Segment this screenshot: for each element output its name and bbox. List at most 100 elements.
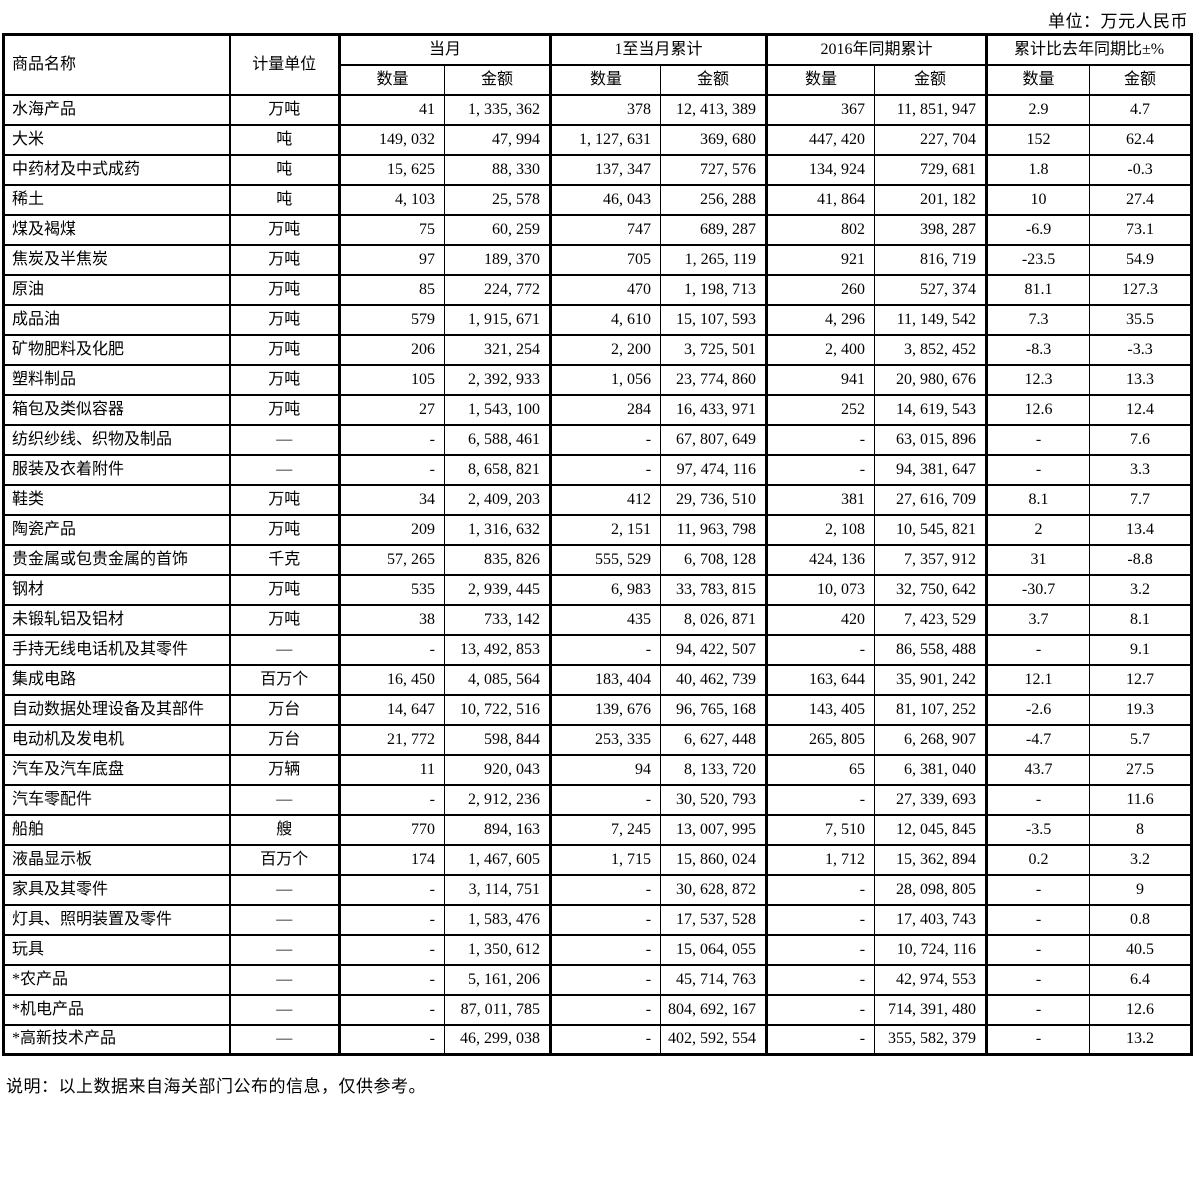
cell-cum-qty: 1, 715	[549, 843, 661, 875]
cell-month-qty: -	[338, 933, 445, 965]
table-header: 商品名称 计量单位 当月 1至当月累计 2016年同期累计 累计比去年同期比±%…	[2, 33, 1192, 95]
header-prev-amt: 金额	[874, 63, 987, 95]
table-row: 钢材 万吨 535 2, 939, 445 6, 983 33, 783, 815 10, …	[2, 573, 1192, 605]
cell-pct-amount: 62.4	[1089, 123, 1192, 155]
cell-product-name: 汽车及汽车底盘	[2, 753, 230, 785]
cell-prev-amount: 527, 374	[874, 273, 987, 305]
cell-unit: —	[228, 423, 340, 455]
cell-prev-amount: 11, 149, 542	[874, 303, 987, 335]
cell-month-amount: 2, 409, 203	[443, 483, 551, 515]
cell-unit: 万吨	[228, 333, 340, 365]
cell-pct-qty: -	[985, 423, 1090, 455]
cell-product-name: 手持无线电话机及其零件	[2, 633, 230, 665]
table-row: *高新技术产品 — -46, 299, 038-402, 592, 554-355,…	[2, 1023, 1192, 1055]
cell-pct-amount: 27.5	[1089, 753, 1192, 785]
cell-pct-amount: -8.8	[1089, 543, 1192, 575]
cell-product-name: *农产品	[2, 963, 230, 995]
cell-unit: 万吨	[228, 93, 340, 125]
cell-cum-qty: -	[549, 993, 661, 1025]
cell-cum-qty: 1, 127, 631	[549, 123, 661, 155]
header-cum-qty: 数量	[549, 63, 661, 95]
cell-prev-qty: 7, 510	[765, 813, 875, 845]
cell-month-qty: 27	[338, 393, 445, 425]
cell-unit: —	[228, 783, 340, 815]
cell-month-qty: 38	[338, 603, 445, 635]
header-group-cumulative: 1至当月累计	[549, 33, 767, 65]
cell-month-amount: 46, 299, 038	[443, 1023, 551, 1055]
cell-cum-amount: 67, 807, 649	[660, 423, 767, 455]
header-prev-qty: 数量	[765, 63, 875, 95]
cell-product-name: 未锻轧铝及铝材	[2, 603, 230, 635]
cell-product-name: 纺织纱线、织物及制品	[2, 423, 230, 455]
cell-cum-qty: -	[549, 903, 661, 935]
cell-pct-amount: -3.3	[1089, 333, 1192, 365]
cell-cum-amount: 1, 198, 713	[660, 273, 767, 305]
cell-cum-amount: 23, 774, 860	[660, 363, 767, 395]
cell-cum-qty: -	[549, 1023, 661, 1055]
cell-product-name: 中药材及中式成药	[2, 153, 230, 185]
cell-cum-amount: 1, 265, 119	[660, 243, 767, 275]
cell-pct-amount: 40.5	[1089, 933, 1192, 965]
cell-month-qty: 105	[338, 363, 445, 395]
cell-prev-qty: 802	[765, 213, 875, 245]
cell-cum-qty: 412	[549, 483, 661, 515]
cell-prev-amount: 3, 852, 452	[874, 333, 987, 365]
table-row: *农产品 — -5, 161, 206-45, 714, 763-42, 974, …	[2, 963, 1192, 995]
cell-month-amount: 1, 350, 612	[443, 933, 551, 965]
header-group-row: 商品名称 计量单位 当月 1至当月累计 2016年同期累计 累计比去年同期比±%	[2, 33, 1192, 95]
cell-prev-amount: 20, 980, 676	[874, 363, 987, 395]
cell-month-qty: 75	[338, 213, 445, 245]
cell-product-name: 集成电路	[2, 663, 230, 695]
cell-pct-amount: -0.3	[1089, 153, 1192, 185]
cell-month-qty: -	[338, 633, 445, 665]
header-measure-unit: 计量单位	[228, 33, 340, 95]
table-row: *机电产品 — -87, 011, 785-804, 692, 167-714, 3…	[2, 993, 1192, 1025]
cell-cum-qty: 378	[549, 93, 661, 125]
cell-prev-qty: -	[765, 993, 875, 1025]
cell-pct-qty: -	[985, 963, 1090, 995]
cell-month-qty: -	[338, 873, 445, 905]
cell-prev-qty: -	[765, 903, 875, 935]
cell-product-name: 玩具	[2, 933, 230, 965]
cell-pct-qty: 1.8	[985, 153, 1090, 185]
cell-cum-qty: -	[549, 633, 661, 665]
cell-prev-qty: 447, 420	[765, 123, 875, 155]
cell-pct-qty: -	[985, 993, 1090, 1025]
cell-pct-amount: 8.1	[1089, 603, 1192, 635]
cell-product-name: 钢材	[2, 573, 230, 605]
table-row: 自动数据处理设备及其部件 万台 14, 647 10, 722, 516 139, 67…	[2, 693, 1192, 725]
header-group-current-month: 当月	[337, 33, 551, 65]
cell-unit: 万吨	[228, 273, 340, 305]
cell-month-amount: 25, 578	[443, 183, 551, 215]
cell-month-amount: 2, 392, 933	[443, 363, 551, 395]
cell-month-amount: 88, 330	[443, 153, 551, 185]
cell-product-name: 矿物肥料及化肥	[2, 333, 230, 365]
cell-cum-amount: 6, 627, 448	[660, 723, 767, 755]
cell-prev-qty: 941	[765, 363, 875, 395]
cell-prev-amount: 714, 391, 480	[874, 993, 987, 1025]
table-row: 纺织纱线、织物及制品 — -6, 588, 461-67, 807, 649-63,…	[2, 423, 1192, 455]
cell-prev-qty: -	[765, 1023, 875, 1055]
currency-unit-note: 单位：万元人民币	[1048, 12, 1188, 31]
cell-prev-amount: 12, 045, 845	[874, 813, 987, 845]
cell-product-name: 陶瓷产品	[2, 513, 230, 545]
cell-product-name: 汽车零配件	[2, 783, 230, 815]
cell-cum-amount: 96, 765, 168	[660, 693, 767, 725]
cell-cum-amount: 727, 576	[660, 153, 767, 185]
cell-product-name: 箱包及类似容器	[2, 393, 230, 425]
cell-prev-qty: 420	[765, 603, 875, 635]
cell-prev-amount: 398, 287	[874, 213, 987, 245]
cell-cum-amount: 30, 628, 872	[660, 873, 767, 905]
cell-cum-qty: 46, 043	[549, 183, 661, 215]
cell-unit: 艘	[228, 813, 340, 845]
table-row: 原油 万吨 85 224, 772 470 1, 198, 713 260 527, 374 8…	[2, 273, 1192, 305]
cell-prev-amount: 11, 851, 947	[874, 93, 987, 125]
cell-prev-qty: -	[765, 783, 875, 815]
cell-month-qty: 209	[338, 513, 445, 545]
table-row: 汽车零配件 — -2, 912, 236-30, 520, 793-27, 339,…	[2, 783, 1192, 815]
cell-cum-amount: 29, 736, 510	[660, 483, 767, 515]
cell-prev-amount: 28, 098, 805	[874, 873, 987, 905]
cell-pct-qty: 81.1	[985, 273, 1090, 305]
table-row: 煤及褐煤 万吨 75 60, 259 747 689, 287 802 398, 287 -6.…	[2, 213, 1192, 245]
cell-cum-qty: 2, 200	[549, 333, 661, 365]
